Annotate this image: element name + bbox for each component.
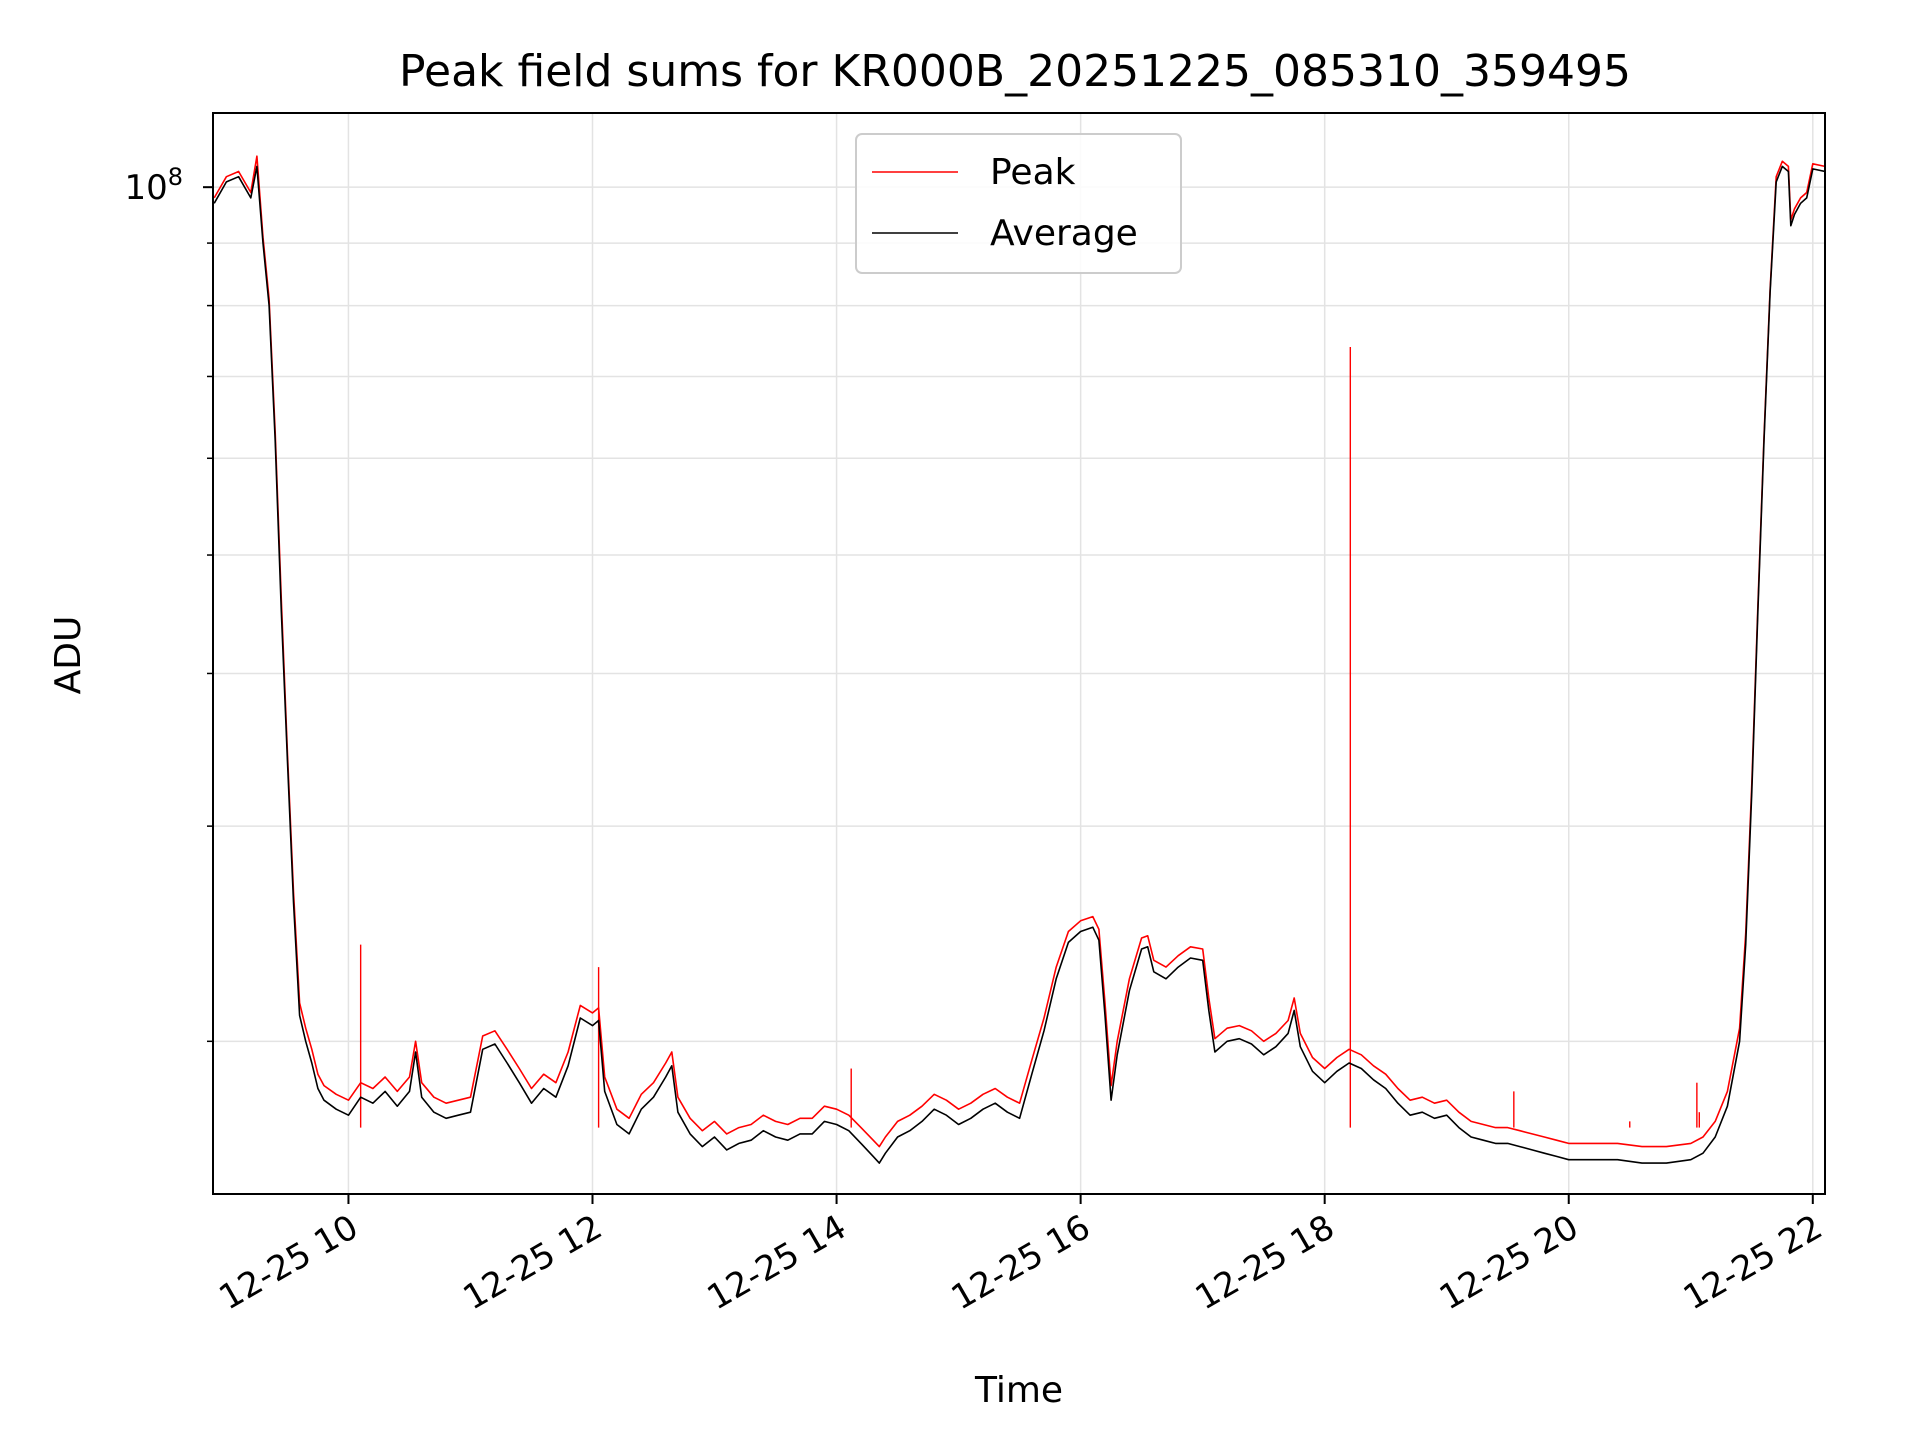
y-axis-label: ADU — [48, 616, 89, 695]
legend-label-average: Average — [990, 213, 1138, 254]
plot-frame — [212, 112, 1826, 1195]
legend: Peak Average — [855, 133, 1182, 274]
chart-title: Peak field sums for KR000B_20251225_0853… — [399, 46, 1631, 97]
plot-area — [213, 155, 1825, 1164]
legend-box — [855, 133, 1182, 274]
x-axis-label: Time — [974, 1370, 1063, 1411]
series-layer — [213, 155, 1825, 1164]
y-axis: 108 — [124, 163, 213, 1043]
legend-label-peak: Peak — [990, 152, 1076, 193]
y-tick-label: 108 — [124, 163, 183, 208]
series-line-average — [213, 165, 1825, 1164]
series-line-peak — [213, 155, 1825, 1148]
